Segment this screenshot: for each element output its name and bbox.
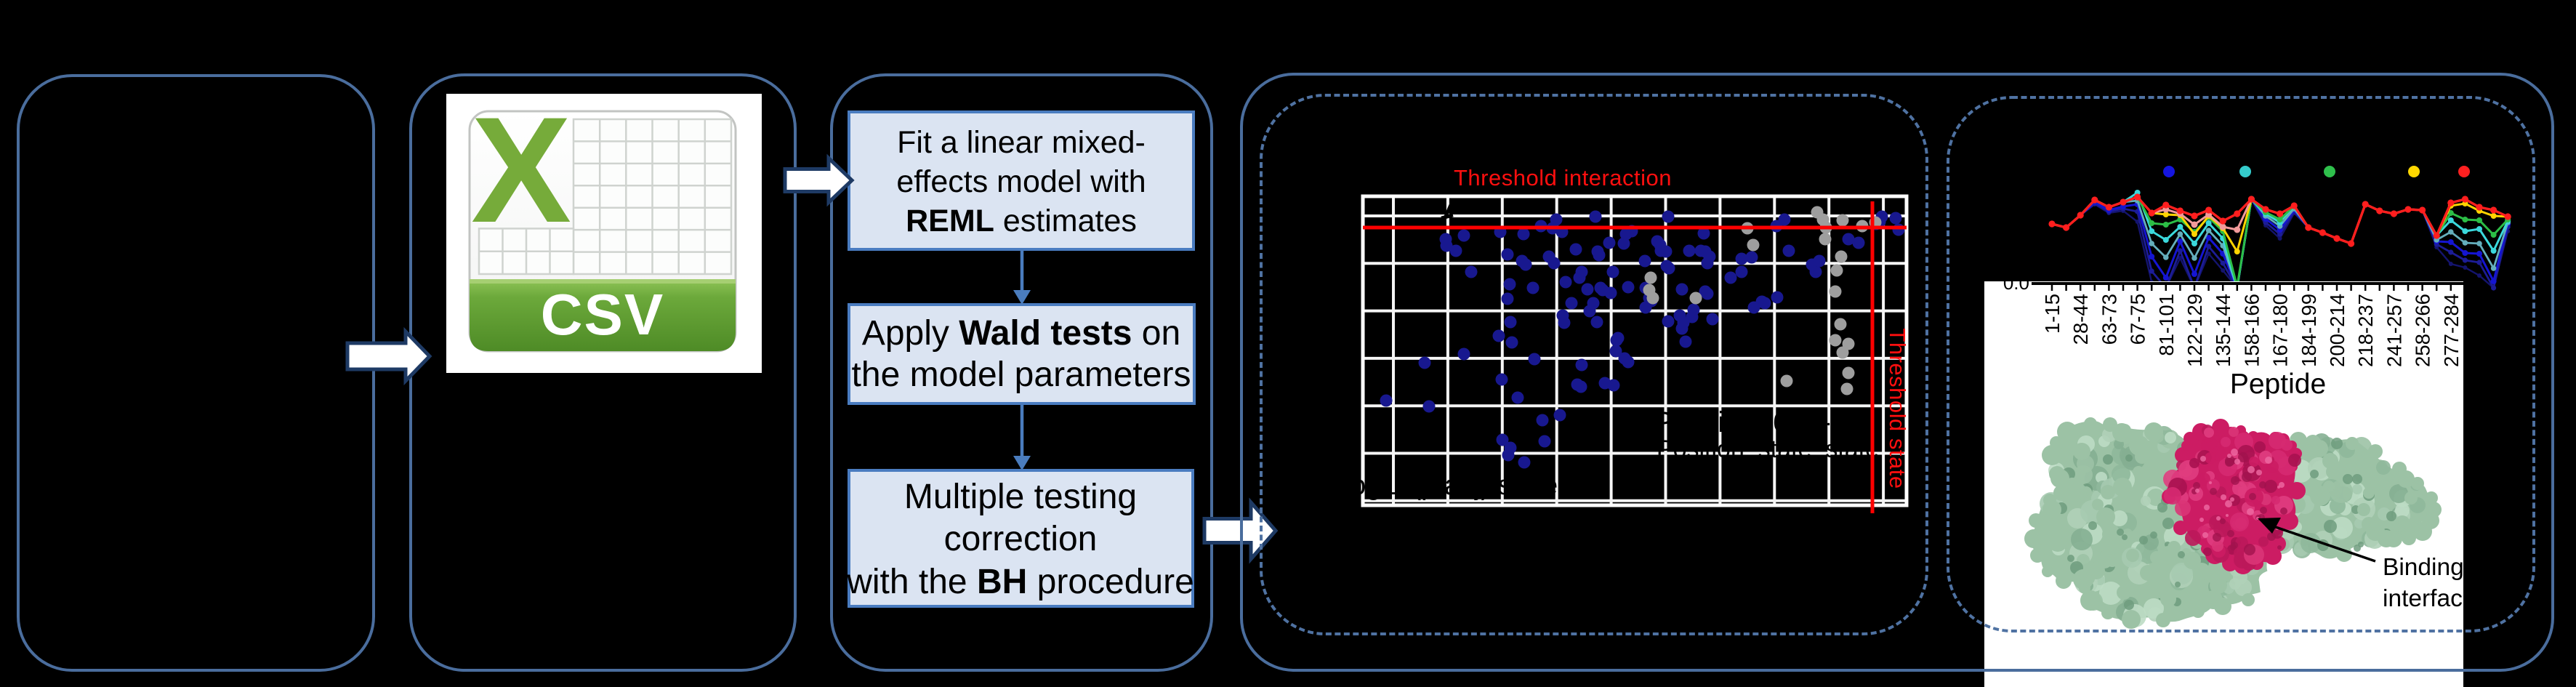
svg-text:correction: correction [944, 520, 1098, 558]
svg-text:200-214: 200-214 [2326, 294, 2348, 367]
svg-text:81-101: 81-101 [2155, 294, 2178, 356]
svg-text:Apply Wald tests on: Apply Wald tests on [862, 314, 1180, 353]
svg-text:interface: interface [2383, 585, 2476, 612]
svg-text:241-257: 241-257 [2383, 294, 2405, 367]
svg-text:effects model with: effects model with [896, 164, 1146, 199]
svg-text:Peptide: Peptide [2230, 369, 2326, 400]
svg-text:REML estimates: REML estimates [906, 204, 1137, 238]
svg-text:Threshold interaction: Threshold interaction [1454, 165, 1672, 190]
svg-text:Binding: Binding [2383, 554, 2464, 581]
svg-text:135-144: 135-144 [2212, 294, 2234, 367]
svg-text:277-284: 277-284 [2440, 294, 2463, 367]
svg-text:-log10(p.adj) state: -log10(p.adj) state [1335, 470, 1558, 501]
svg-text:28-44: 28-44 [2069, 294, 2092, 345]
svg-text:Multiple testing: Multiple testing [904, 478, 1137, 516]
svg-text:218-237: 218-237 [2354, 294, 2377, 367]
svg-text:the model parameters: the model parameters [852, 355, 1191, 394]
svg-text:167-180: 167-180 [2269, 294, 2292, 367]
svg-text:1-15: 1-15 [2041, 294, 2064, 334]
svg-text:63-73: 63-73 [2098, 294, 2120, 345]
svg-text:CSV: CSV [541, 282, 665, 347]
svg-text:Fit a linear mixed-: Fit a linear mixed- [897, 125, 1146, 160]
svg-text:X: X [471, 86, 571, 254]
svg-text:0.0: 0.0 [2003, 272, 2029, 294]
svg-text:184-199: 184-199 [2298, 294, 2320, 367]
svg-text:158-166: 158-166 [2240, 294, 2263, 367]
svg-text:Threshold state: Threshold state [1885, 328, 1910, 489]
svg-text:Position: 600-660: Position: 600-660 [1653, 406, 1879, 438]
svg-text:Position: state_state: Position: state_state [1657, 435, 1879, 463]
svg-text:with the BH procedure: with the BH procedure [846, 563, 1194, 601]
svg-text:258-266: 258-266 [2412, 294, 2434, 367]
svg-text:122-129: 122-129 [2183, 294, 2206, 367]
svg-text:67-75: 67-75 [2127, 294, 2149, 345]
